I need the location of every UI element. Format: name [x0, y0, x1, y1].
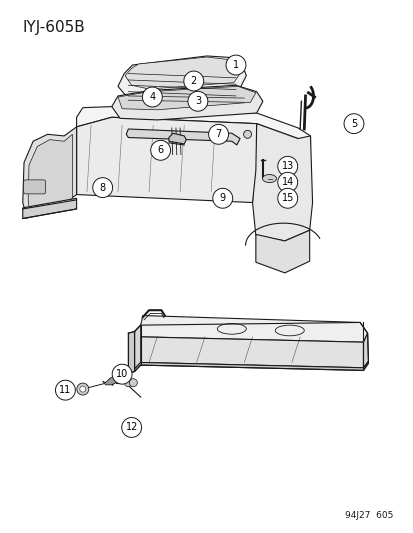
Text: 6: 6 [157, 146, 163, 155]
Circle shape [277, 188, 297, 208]
Text: 94J27  605: 94J27 605 [344, 511, 392, 520]
Circle shape [212, 188, 232, 208]
Text: 1: 1 [233, 60, 238, 70]
Text: 8: 8 [100, 183, 105, 192]
Circle shape [188, 91, 207, 111]
Polygon shape [363, 333, 368, 368]
Polygon shape [118, 86, 255, 110]
Text: 3: 3 [195, 96, 200, 106]
Polygon shape [252, 124, 312, 241]
Circle shape [277, 156, 297, 176]
Text: 5: 5 [350, 119, 356, 128]
Polygon shape [76, 117, 256, 203]
Polygon shape [76, 107, 310, 145]
Circle shape [77, 383, 88, 395]
Circle shape [121, 417, 141, 438]
Polygon shape [112, 85, 262, 120]
Polygon shape [102, 376, 118, 385]
Text: 7: 7 [215, 130, 221, 139]
Text: 2: 2 [190, 76, 197, 86]
Circle shape [208, 124, 228, 144]
Text: 4: 4 [149, 92, 155, 102]
Text: 13: 13 [281, 161, 293, 171]
Circle shape [112, 364, 132, 384]
Polygon shape [23, 198, 76, 219]
Text: 12: 12 [125, 423, 138, 432]
Polygon shape [140, 337, 363, 368]
Polygon shape [169, 133, 186, 144]
Text: 10: 10 [116, 369, 128, 379]
Text: 9: 9 [219, 193, 225, 203]
Polygon shape [126, 129, 240, 145]
Circle shape [243, 130, 251, 139]
Circle shape [343, 114, 363, 134]
Text: 14: 14 [281, 177, 293, 187]
Circle shape [80, 386, 85, 392]
Circle shape [93, 177, 112, 198]
Polygon shape [118, 56, 246, 102]
Circle shape [55, 380, 75, 400]
Circle shape [183, 71, 203, 91]
Polygon shape [23, 127, 76, 219]
Polygon shape [134, 316, 367, 342]
Ellipse shape [262, 174, 276, 183]
Text: IYJ-605B: IYJ-605B [23, 20, 85, 35]
FancyBboxPatch shape [24, 180, 45, 194]
Polygon shape [134, 361, 368, 372]
Circle shape [277, 172, 297, 192]
Circle shape [129, 378, 137, 387]
Circle shape [225, 55, 245, 75]
Circle shape [124, 378, 132, 387]
Text: 11: 11 [59, 385, 71, 395]
Polygon shape [125, 57, 239, 89]
Polygon shape [134, 325, 140, 369]
Polygon shape [128, 332, 134, 373]
Circle shape [142, 87, 162, 107]
Circle shape [150, 140, 170, 160]
Text: 15: 15 [281, 193, 293, 203]
Polygon shape [255, 230, 309, 273]
Polygon shape [28, 134, 72, 214]
